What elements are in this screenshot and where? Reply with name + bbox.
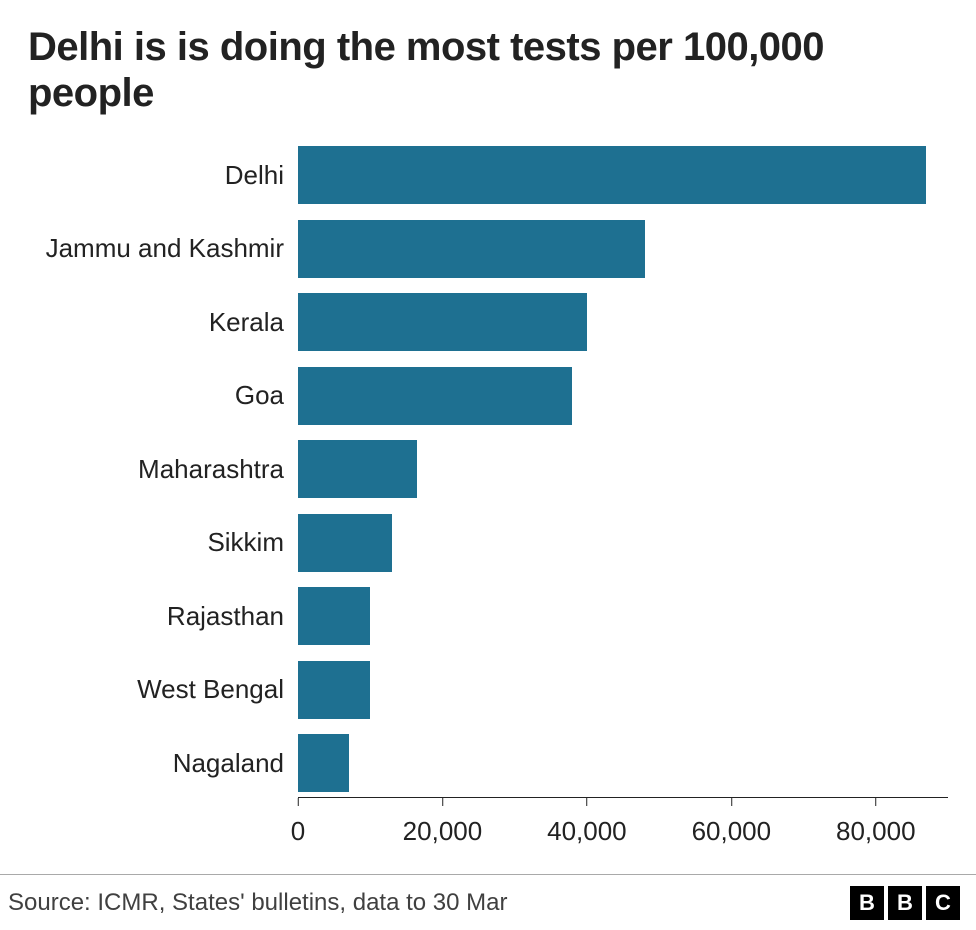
bar [298,220,645,278]
bar-label: Nagaland [28,748,298,779]
bar-track [298,293,948,351]
bar-track [298,514,948,572]
x-tick: 60,000 [692,798,772,847]
bar-row: Rajasthan [28,587,948,645]
bar-label: Kerala [28,307,298,338]
x-tick-mark [875,798,876,806]
bbc-logo-box: C [926,886,960,920]
bar-track [298,440,948,498]
x-tick-mark [442,798,443,806]
bar-label: Delhi [28,160,298,191]
bar-row: Goa [28,367,948,425]
bar-label: Goa [28,380,298,411]
bar [298,734,349,792]
bar-row: West Bengal [28,661,948,719]
x-axis-ticks: 020,00040,00060,00080,000 [298,798,948,860]
bar [298,367,572,425]
x-tick-mark [731,798,732,806]
bar [298,587,370,645]
bar [298,293,587,351]
bar-row: Maharashtra [28,440,948,498]
x-tick: 20,000 [403,798,483,847]
bbc-logo-box: B [888,886,922,920]
chart-area: Delhi Jammu and Kashmir Kerala Goa Maharasht… [28,140,948,860]
chart-title: Delhi is is doing the most tests per 100… [28,24,948,116]
bar-track [298,587,948,645]
bar-track [298,661,948,719]
bar [298,146,926,204]
bar-track [298,220,948,278]
x-tick: 40,000 [547,798,627,847]
x-tick-mark [298,798,299,806]
x-tick-label: 40,000 [547,816,627,847]
bar-row: Sikkim [28,514,948,572]
bar-label: Maharashtra [28,454,298,485]
bar-label: West Bengal [28,674,298,705]
source-text: Source: ICMR, States' bulletins, data to… [8,889,507,917]
bar-track [298,146,948,204]
bar-row: Delhi [28,146,948,204]
bar-track [298,367,948,425]
x-tick-label: 60,000 [692,816,772,847]
bar-label: Sikkim [28,527,298,558]
bar-row: Nagaland [28,734,948,792]
bbc-logo-box: B [850,886,884,920]
bar-row: Kerala [28,293,948,351]
bar [298,661,370,719]
bar-label: Jammu and Kashmir [28,233,298,264]
chart-container: Delhi is is doing the most tests per 100… [0,0,976,930]
bar [298,440,417,498]
bar-track [298,734,948,792]
bbc-logo: B B C [850,886,960,920]
x-tick: 80,000 [836,798,916,847]
x-tick-mark [586,798,587,806]
x-tick-label: 20,000 [403,816,483,847]
x-tick-label: 80,000 [836,816,916,847]
bar-group: Delhi Jammu and Kashmir Kerala Goa Maharasht… [28,140,948,798]
bar [298,514,392,572]
bar-label: Rajasthan [28,601,298,632]
x-tick-label: 0 [291,816,305,847]
bar-row: Jammu and Kashmir [28,220,948,278]
x-tick: 0 [291,798,305,847]
chart-footer: Source: ICMR, States' bulletins, data to… [0,874,976,930]
